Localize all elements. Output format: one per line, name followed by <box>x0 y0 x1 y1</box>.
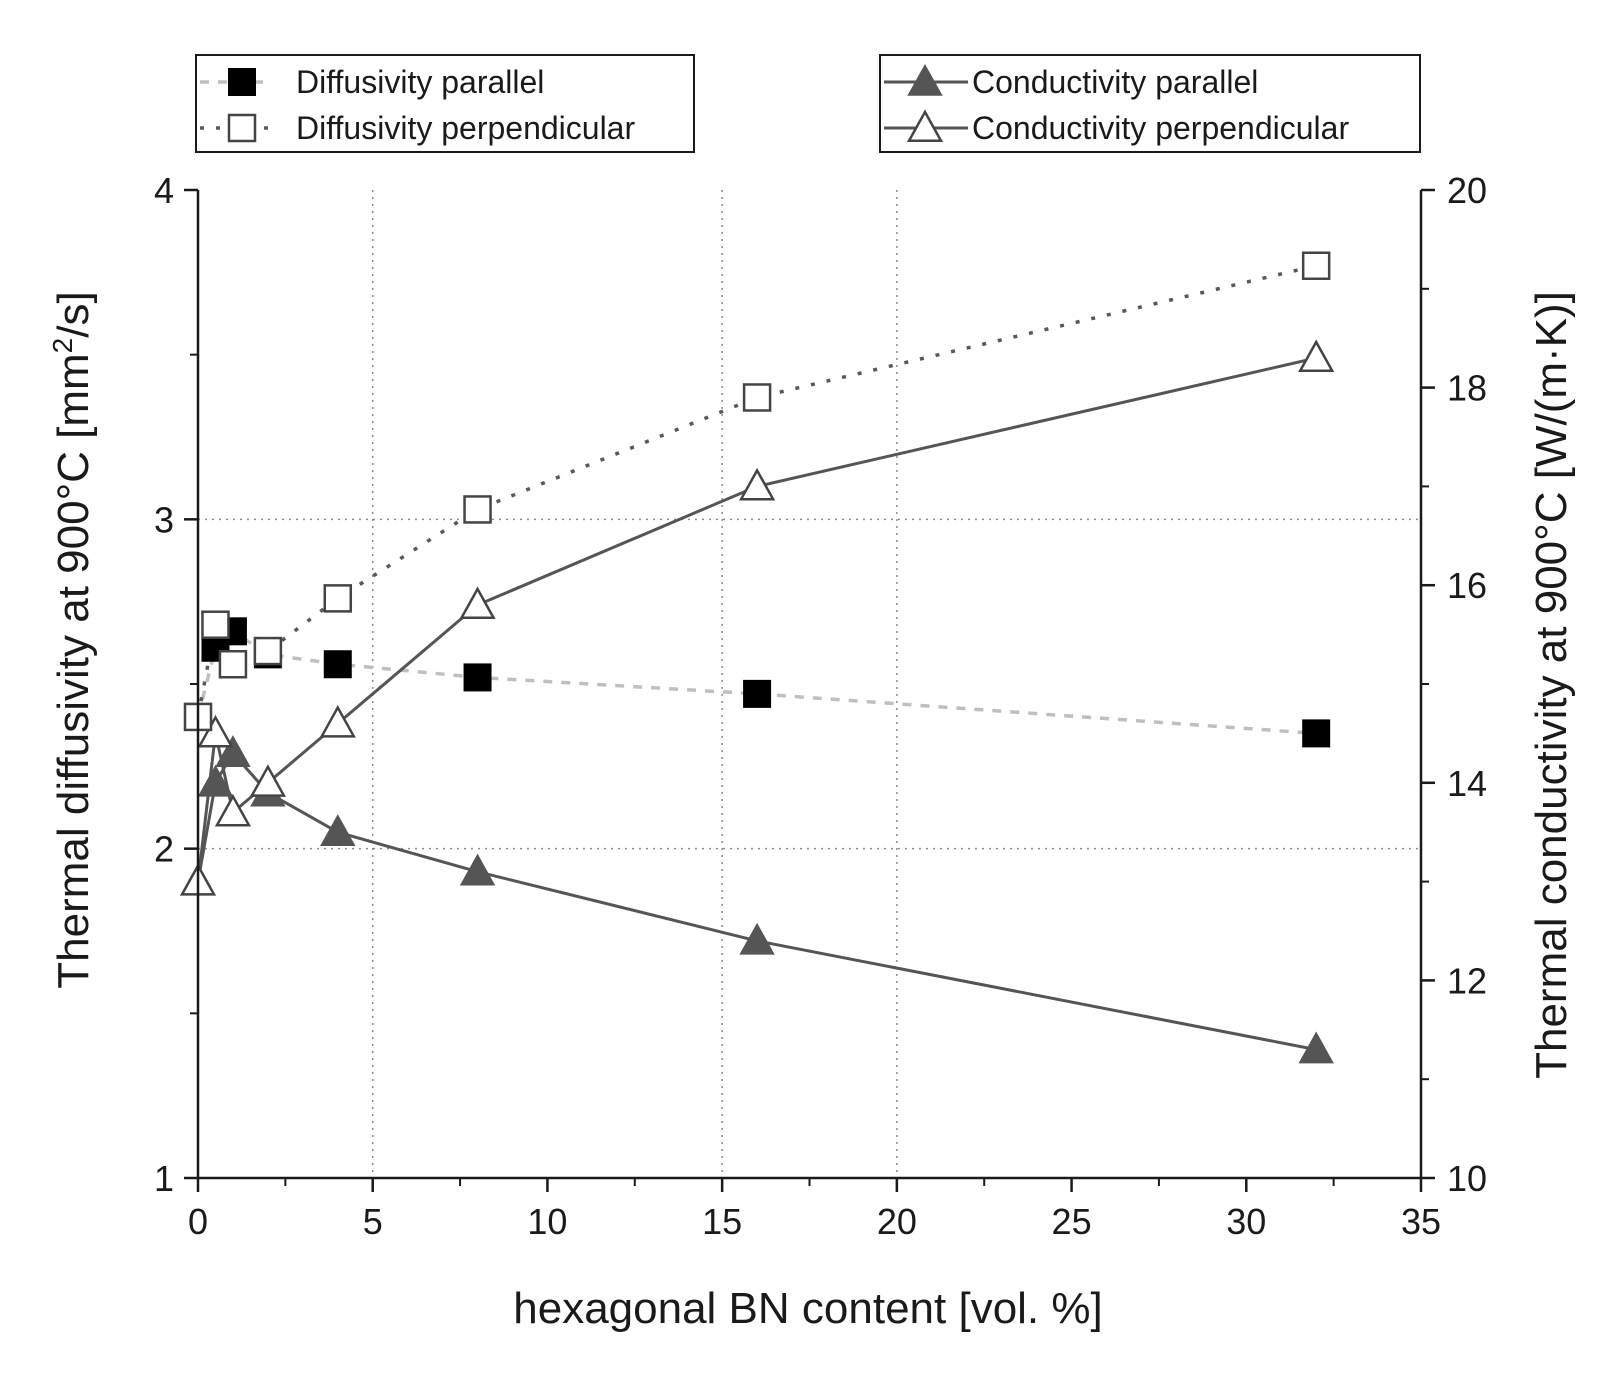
legend-marker-conductivity-parallel <box>907 63 943 96</box>
y-left-tick-label: 2 <box>154 829 174 870</box>
data-point-diffusivity-parallel <box>743 679 772 708</box>
data-point-conductivity-parallel <box>215 735 251 767</box>
y-right-tick-label: 12 <box>1447 960 1487 1001</box>
data-point-conductivity-perpendicular <box>1298 339 1335 373</box>
data-point-diffusivity-parallel <box>1302 719 1331 748</box>
legend-label-diffusivity-parallel: Diffusivity parallel <box>296 64 544 100</box>
y-axis-left-title-sup: 2 <box>47 338 78 354</box>
grid-lines <box>198 190 1421 1178</box>
y-left-tick-label: 1 <box>154 1158 174 1199</box>
data-point-conductivity-perpendicular <box>459 586 496 620</box>
legend-marker-diffusivity-parallel <box>228 68 256 96</box>
y-right-tick-label: 10 <box>1447 1158 1487 1199</box>
legend-diffusivity: Diffusivity parallel Diffusivity perpendi… <box>195 54 695 153</box>
y-right-tick-label: 14 <box>1447 763 1487 804</box>
x-tick-label: 35 <box>1401 1201 1441 1242</box>
y-right-tick-label: 16 <box>1447 565 1487 606</box>
legend-label-conductivity-perpendicular: Conductivity perpendicular <box>972 110 1349 146</box>
data-point-conductivity-perpendicular <box>249 764 287 797</box>
legend-conductivity-frame <box>879 54 1421 153</box>
data-point-diffusivity-parallel <box>323 650 352 679</box>
data-point-diffusivity-perpendicular <box>1301 251 1331 280</box>
x-tick-label: 20 <box>877 1201 917 1242</box>
data-point-conductivity-parallel <box>739 922 775 955</box>
y-axis-right-title: Thermal conductivity at 900°C [W/(m·K)] <box>1527 291 1576 1079</box>
data-point-conductivity-parallel <box>320 814 356 846</box>
data-point-diffusivity-perpendicular <box>742 383 772 412</box>
legend-marker-conductivity-perpendicular <box>906 109 944 143</box>
series-line-conductivity-perpendicular <box>196 356 1317 882</box>
legend-label-diffusivity-perpendicular: Diffusivity perpendicular <box>296 110 635 146</box>
data-point-diffusivity-perpendicular <box>201 610 230 639</box>
x-tick-label: 15 <box>702 1201 742 1242</box>
y-left-tick-label: 4 <box>154 170 174 211</box>
y-axis-left-title: Thermal diffusivity at 900°C [mm2/s] <box>47 291 98 988</box>
y-left-tick-label: 3 <box>154 499 174 540</box>
y-axis-left-title-main: Thermal diffusivity at 900°C [mm <box>49 353 98 988</box>
legend-marker-diffusivity-perpendicular <box>227 113 257 143</box>
data-point-conductivity-perpendicular <box>738 467 776 501</box>
data-markers <box>179 251 1335 1064</box>
x-tick-label: 30 <box>1226 1201 1266 1242</box>
data-point-diffusivity-parallel <box>463 663 492 692</box>
legend-diffusivity-frame <box>195 54 695 153</box>
data-point-conductivity-parallel <box>459 853 496 886</box>
x-axis-title: hexagonal BN content [vol. %] <box>513 1284 1102 1333</box>
data-point-conductivity-parallel <box>197 764 234 797</box>
data-point-diffusivity-perpendicular <box>463 495 492 524</box>
y-axis-left-title-end: /s] <box>49 291 98 337</box>
x-tick-label: 0 <box>188 1201 208 1242</box>
series-line-conductivity-parallel <box>196 750 1317 1052</box>
data-point-conductivity-perpendicular <box>197 714 234 748</box>
y-right-tick-label: 18 <box>1447 368 1487 409</box>
data-point-diffusivity-perpendicular <box>218 649 248 679</box>
data-point-conductivity-parallel <box>1298 1031 1334 1064</box>
data-point-conductivity-perpendicular <box>214 793 252 827</box>
y-right-tick-label: 20 <box>1447 170 1487 211</box>
legend-label-conductivity-parallel: Conductivity parallel <box>972 64 1258 100</box>
x-tick-label: 10 <box>527 1201 567 1242</box>
legend-conductivity: Conductivity parallel Conductivity perpen… <box>879 54 1421 153</box>
data-point-diffusivity-perpendicular <box>253 636 283 666</box>
data-point-diffusivity-perpendicular <box>323 584 353 613</box>
axes <box>196 190 1423 1180</box>
data-point-conductivity-perpendicular <box>319 704 356 738</box>
x-tick-label: 5 <box>363 1201 383 1242</box>
x-tick-label: 25 <box>1052 1201 1092 1242</box>
